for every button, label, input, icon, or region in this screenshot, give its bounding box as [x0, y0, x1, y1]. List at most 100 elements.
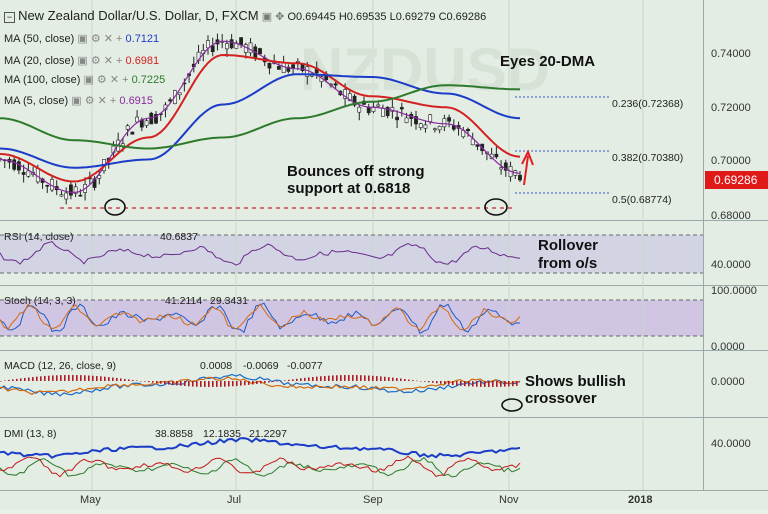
- candle-body: [26, 170, 31, 177]
- fib-label-50: 0.5(0.68774): [612, 194, 672, 206]
- candle-body: [248, 42, 253, 54]
- macd-value-1: 0.0008: [200, 360, 232, 372]
- macd-histogram-bar: [52, 375, 54, 381]
- candle-body: [385, 106, 390, 117]
- header-tools-icon[interactable]: ▣ ✥: [261, 11, 285, 23]
- candle-body: [423, 124, 428, 129]
- annotation-bullish-2: crossover: [525, 390, 597, 407]
- candle-body: [447, 117, 451, 122]
- ma-lines: [0, 40, 521, 194]
- ma-5-legend[interactable]: MA (5, close) ▣ ⚙ ✕ + 0.6915: [4, 94, 153, 107]
- macd-histogram-bar: [260, 381, 262, 384]
- ma-50-legend[interactable]: MA (50, close) ▣ ⚙ ✕ + 0.7121: [4, 32, 159, 45]
- macd-histogram-bar: [252, 381, 254, 385]
- candle-body: [494, 153, 499, 158]
- candle-body: [97, 175, 102, 179]
- annotation-rollover-2: from o/s: [538, 255, 597, 272]
- candle-body: [258, 48, 262, 55]
- ma-5-tools-icon[interactable]: ▣ ⚙ ✕ +: [71, 95, 117, 107]
- ma-50-tools-icon[interactable]: ▣ ⚙ ✕ +: [77, 33, 123, 45]
- macd-histogram-bar: [104, 376, 106, 381]
- macd-histogram-bar: [248, 381, 250, 385]
- macd-histogram-bar: [80, 375, 82, 381]
- macd-histogram-bar: [336, 375, 338, 381]
- macd-histogram-bar: [360, 375, 362, 381]
- ma-line-0: [0, 40, 521, 194]
- macd-histogram-bar: [0, 381, 2, 382]
- ohlc-open: O0.69445: [287, 11, 336, 23]
- candle-body: [239, 37, 243, 46]
- macd-histogram-bar: [412, 380, 414, 381]
- macd-histogram-bar: [348, 375, 350, 381]
- indicator-lines: [0, 241, 521, 478]
- candle-body: [73, 186, 78, 194]
- macd-histogram-bar: [408, 379, 410, 381]
- dmi-adx-line: [0, 437, 521, 459]
- macd-histogram-bar: [388, 377, 390, 381]
- macd-axis-label: 0.0000: [711, 376, 745, 388]
- macd-histogram-bar: [380, 376, 382, 381]
- macd-histogram-bar: [144, 381, 146, 382]
- macd-histogram-bar: [468, 381, 470, 387]
- up-arrow: [521, 149, 534, 186]
- macd-histogram-bar: [376, 376, 378, 381]
- macd-histogram-bar: [148, 381, 150, 383]
- macd-histogram-bar: [196, 381, 198, 387]
- macd-histogram-bar: [280, 380, 282, 382]
- collapse-icon[interactable]: −: [4, 12, 15, 23]
- ma-100-value: 0.7225: [131, 74, 166, 86]
- macd-histogram-bar: [320, 376, 322, 381]
- macd-histogram-bar: [472, 381, 474, 387]
- ma-20-tools-icon[interactable]: ▣ ⚙ ✕ +: [77, 55, 123, 67]
- macd-histogram-bar: [444, 381, 446, 385]
- ma-100-tools-icon[interactable]: ▣ ⚙ ✕ +: [83, 74, 129, 86]
- macd-histogram-bar: [372, 375, 374, 381]
- macd-histogram-bar: [356, 375, 358, 381]
- macd-histogram-bar: [448, 381, 450, 385]
- candle-body: [343, 89, 347, 99]
- macd-histogram-bar: [432, 381, 434, 383]
- macd-histogram-bar: [96, 376, 98, 381]
- macd-histogram-bar: [56, 375, 58, 381]
- macd-histogram-bar: [452, 381, 454, 386]
- candle-body: [357, 106, 362, 113]
- rsi-band: [0, 235, 703, 273]
- macd-histogram-bar: [440, 381, 442, 384]
- macd-histogram-bar: [300, 378, 302, 381]
- macd-histogram-bar: [344, 375, 346, 381]
- macd-histogram-bar: [268, 381, 270, 383]
- ohlc-low: L0.69279: [389, 11, 436, 23]
- macd-histogram-bar: [160, 381, 162, 384]
- macd-histogram-bar: [172, 381, 174, 385]
- candle-body: [206, 40, 210, 49]
- macd-histogram-bar: [272, 381, 274, 382]
- annotation-bounce-2: support at 0.6818: [287, 180, 410, 197]
- macd-histogram-bar: [8, 379, 10, 381]
- candle-body: [347, 93, 352, 101]
- annotation-rollover-1: Rollover: [538, 237, 598, 254]
- ma-20-legend[interactable]: MA (20, close) ▣ ⚙ ✕ + 0.6981: [4, 54, 159, 67]
- macd-histogram-bar: [308, 377, 310, 381]
- rsi-label: RSI (14, close): [4, 231, 73, 243]
- macd-histogram-bar: [100, 376, 102, 381]
- macd-histogram-bar: [112, 377, 114, 381]
- macd-histogram-bar: [276, 381, 278, 382]
- dmi-panel: [0, 418, 703, 490]
- macd-histogram-bar: [28, 377, 30, 381]
- candle-body: [442, 118, 447, 128]
- stoch-value-1: 41.2114: [165, 295, 202, 307]
- candle-body: [418, 123, 423, 128]
- price-axis-bg: [703, 0, 768, 490]
- ma-100-legend[interactable]: MA (100, close) ▣ ⚙ ✕ + 0.7225: [4, 73, 165, 86]
- dmi-label: DMI (13, 8): [4, 428, 57, 440]
- macd-histogram-bar: [512, 381, 514, 387]
- macd-histogram-bar: [340, 375, 342, 381]
- macd-histogram-bar: [152, 381, 154, 383]
- candle-body: [21, 172, 26, 175]
- macd-histogram-bar: [60, 375, 62, 381]
- candle-body: [135, 116, 139, 123]
- macd-histogram-bar: [156, 381, 158, 384]
- candle-body: [428, 114, 433, 122]
- annotation-bounce-1: Bounces off strong: [287, 163, 425, 180]
- dmi-value-1: 38.8858: [155, 428, 193, 440]
